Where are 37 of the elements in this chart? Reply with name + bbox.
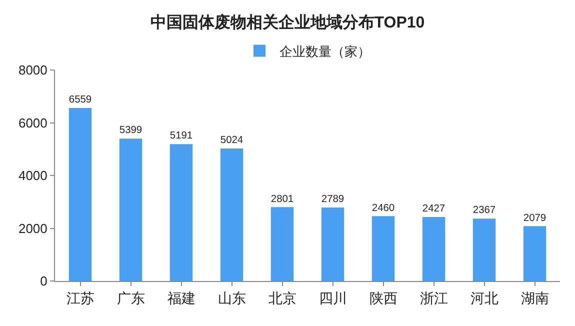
- y-tick-label: 6000: [18, 115, 48, 130]
- data-label: 6559: [68, 94, 92, 106]
- data-label: 5024: [220, 135, 244, 146]
- data-label: 5191: [170, 130, 193, 142]
- bar: [270, 207, 294, 281]
- x-tick-label: 山东: [218, 290, 246, 306]
- bar: [523, 226, 546, 281]
- data-label: 2427: [422, 204, 446, 215]
- x-tick-label: 北京: [268, 290, 296, 306]
- x-tick-label: 四川: [318, 290, 347, 306]
- x-tick-label: 广东: [116, 290, 145, 306]
- bar: [68, 108, 92, 281]
- bar: [321, 207, 344, 281]
- x-tick-label: 江苏: [66, 290, 94, 306]
- bar: [472, 218, 496, 281]
- bar: [422, 216, 446, 281]
- y-tick-label: 0: [40, 274, 48, 289]
- data-label: 2801: [270, 194, 294, 205]
- y-tick-label: 4000: [18, 168, 48, 184]
- data-label: 2460: [372, 202, 395, 214]
- chart-title: 中国固体废物相关企业地域分布TOP10: [150, 14, 425, 32]
- bar: [170, 144, 193, 281]
- data-label: 2367: [472, 205, 496, 216]
- y-tick-label: 2000: [18, 220, 48, 236]
- legend-label: 企业数量（家）: [280, 44, 370, 59]
- bar: [372, 216, 395, 281]
- x-tick-label: 福建: [167, 290, 196, 306]
- x-tick-label: 河北: [470, 290, 498, 306]
- data-label: 5399: [119, 125, 142, 136]
- x-tick-label: 浙江: [420, 290, 448, 306]
- x-tick-label: 湖南: [520, 290, 549, 306]
- bar: [119, 138, 142, 281]
- y-tick-label: 8000: [18, 62, 48, 78]
- bar: [220, 148, 244, 281]
- data-label: 2789: [321, 194, 344, 206]
- data-label: 2079: [523, 212, 546, 224]
- x-tick-label: 陕西: [369, 290, 398, 306]
